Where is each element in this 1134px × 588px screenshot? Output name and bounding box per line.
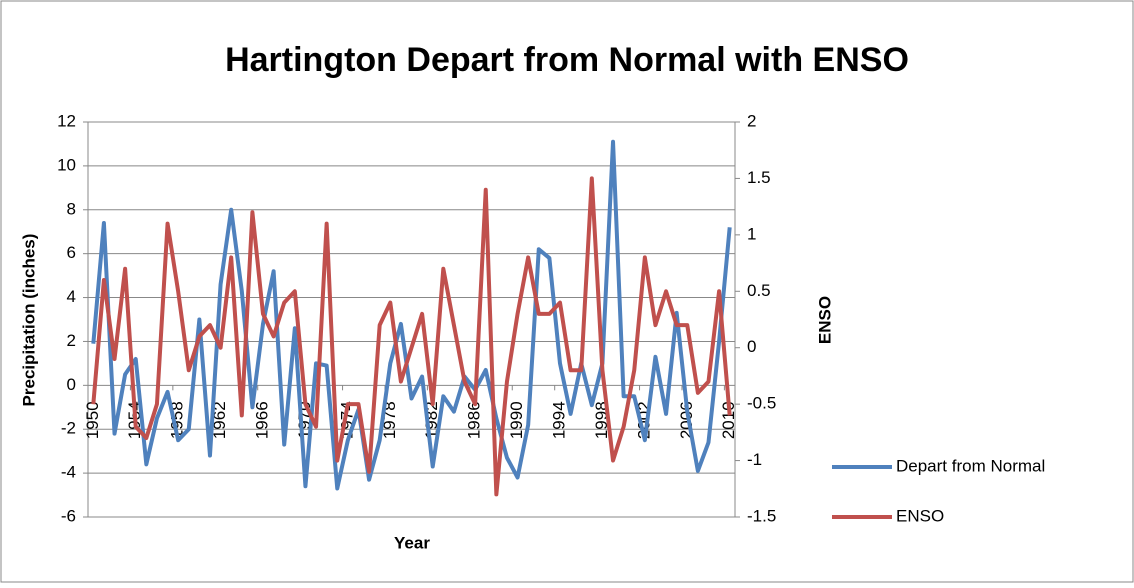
x-tick-label: 1990	[507, 401, 526, 439]
x-tick-label: 1994	[549, 401, 568, 439]
y2-tick-label: -1	[747, 450, 762, 469]
y-tick-label: 10	[57, 155, 76, 174]
y-axis-label: Precipitation (inches)	[19, 234, 38, 407]
y2-tick-label: 1.5	[747, 168, 771, 187]
x-axis-label: Year	[394, 533, 430, 552]
y2-tick-label: 0	[747, 337, 756, 356]
legend-label: ENSO	[896, 506, 944, 525]
legend-label: Depart from Normal	[896, 456, 1045, 475]
chart-title: Hartington Depart from Normal with ENSO	[225, 41, 909, 79]
y-tick-label: 12	[57, 111, 76, 130]
x-tick-label: 2010	[719, 401, 738, 439]
data-line	[91, 139, 732, 491]
x-tick-label: 1966	[252, 401, 271, 439]
y-tick-label: 4	[67, 287, 76, 306]
x-tick-label: 1986	[465, 401, 484, 439]
y2-tick-label: 2	[747, 111, 756, 130]
y-tick-label: -4	[61, 463, 76, 482]
y2-axis-label: ENSO	[815, 296, 834, 344]
data-line	[91, 176, 732, 497]
y-tick-label: 0	[67, 375, 76, 394]
y-tick-label: 6	[67, 243, 76, 262]
y2-tick-label: -0.5	[747, 394, 776, 413]
x-tick-label: 1950	[83, 401, 102, 439]
y2-tick-label: -1.5	[747, 506, 776, 525]
y-tick-label: -2	[61, 419, 76, 438]
x-tick-label: 1962	[210, 401, 229, 439]
y2-tick-label: 1	[747, 224, 756, 243]
y-tick-label: -6	[61, 506, 76, 525]
y-tick-label: 8	[67, 199, 76, 218]
y2-tick-label: 0.5	[747, 281, 771, 300]
y-tick-label: 2	[67, 331, 76, 350]
